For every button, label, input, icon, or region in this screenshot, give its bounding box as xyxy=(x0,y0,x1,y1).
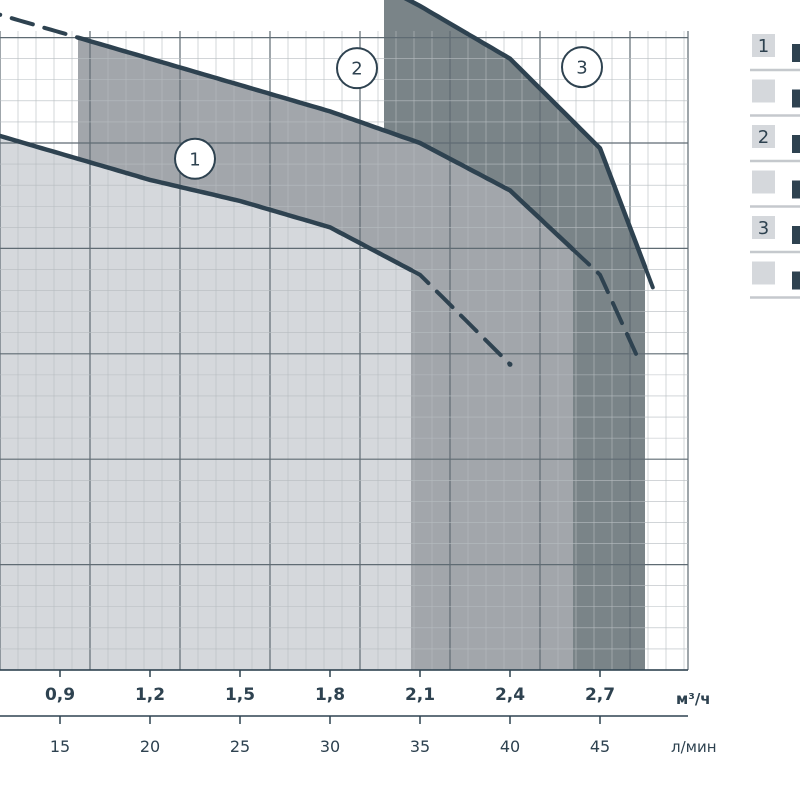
x-tick-label-primary: 1,8 xyxy=(315,685,345,705)
x-tick-label-secondary: 35 xyxy=(410,737,430,756)
curve-label-circle xyxy=(561,46,603,89)
curve-1-dashed-end xyxy=(409,268,512,367)
x-tick-label-primary: 0,9 xyxy=(45,685,75,705)
x-tick-label-secondary: 20 xyxy=(140,737,160,756)
performance-curves xyxy=(0,0,656,367)
x-tick-label-primary: 2,4 xyxy=(495,685,525,705)
legend-swatch xyxy=(752,261,775,285)
x-axis-unit-secondary: л/мин xyxy=(671,738,717,756)
legend-text-fragment xyxy=(792,180,800,199)
curve-label-text: 2 xyxy=(351,59,362,80)
legend-text-fragment xyxy=(792,226,800,244)
x-tick-label-secondary: 15 xyxy=(50,737,70,756)
x-tick-label-secondary: 45 xyxy=(590,737,610,756)
chart-axes xyxy=(0,669,688,724)
curve-2 xyxy=(75,35,576,252)
curve-3 xyxy=(403,0,648,270)
legend-text-fragment xyxy=(792,135,800,153)
chart-grid xyxy=(0,31,689,671)
x-tick-label-primary: 1,5 xyxy=(225,685,255,705)
legend-swatch xyxy=(752,170,775,194)
x-tick-label-secondary: 40 xyxy=(500,737,520,756)
x-tick-label-secondary: 30 xyxy=(320,737,340,756)
legend-swatch xyxy=(752,216,775,239)
curve-label-circle xyxy=(336,47,378,90)
curve-3-dashed-end xyxy=(643,264,656,293)
curve-2-dashed-start xyxy=(0,12,80,40)
x-tick-label-primary: 2,7 xyxy=(585,685,615,705)
legend-number: 3 xyxy=(758,218,769,239)
operating-range-fills xyxy=(0,0,645,671)
legend-number: 1 xyxy=(758,36,769,57)
legend-swatch xyxy=(752,79,775,103)
curve-label-3: 3 xyxy=(561,46,603,89)
curve-label-1: 1 xyxy=(174,137,216,180)
legend-text-fragment xyxy=(792,271,800,290)
curve-label-2: 2 xyxy=(336,47,378,90)
curve-label-circle xyxy=(174,137,216,180)
curve-labels: 1 2 3 xyxy=(174,46,603,180)
x-tick-label-primary: 2,1 xyxy=(405,685,435,705)
curve-label-text: 3 xyxy=(576,58,587,79)
curve-label-text: 1 xyxy=(189,149,200,170)
curve-1-end-dot xyxy=(507,361,513,367)
legend-text-fragment xyxy=(792,44,800,62)
legend-swatch xyxy=(752,34,775,57)
curve-2-dashed-end xyxy=(571,247,638,356)
x-tick-label-primary: 1,2 xyxy=(135,685,165,705)
chart-legend: 1 2 3 xyxy=(750,34,800,299)
x-tick-label-secondary: 25 xyxy=(230,737,250,756)
legend-text-fragment xyxy=(792,89,800,108)
x-axis-unit-primary: м³/ч xyxy=(676,690,711,708)
legend-number: 2 xyxy=(758,127,769,148)
curve-1 xyxy=(0,133,414,273)
legend-swatch xyxy=(752,125,775,148)
tick-labels: 0,9 1,2 1,5 1,8 2,1 2,4 2,7 15 20 25 30 35 40 45 м³/ч л… xyxy=(45,685,717,756)
